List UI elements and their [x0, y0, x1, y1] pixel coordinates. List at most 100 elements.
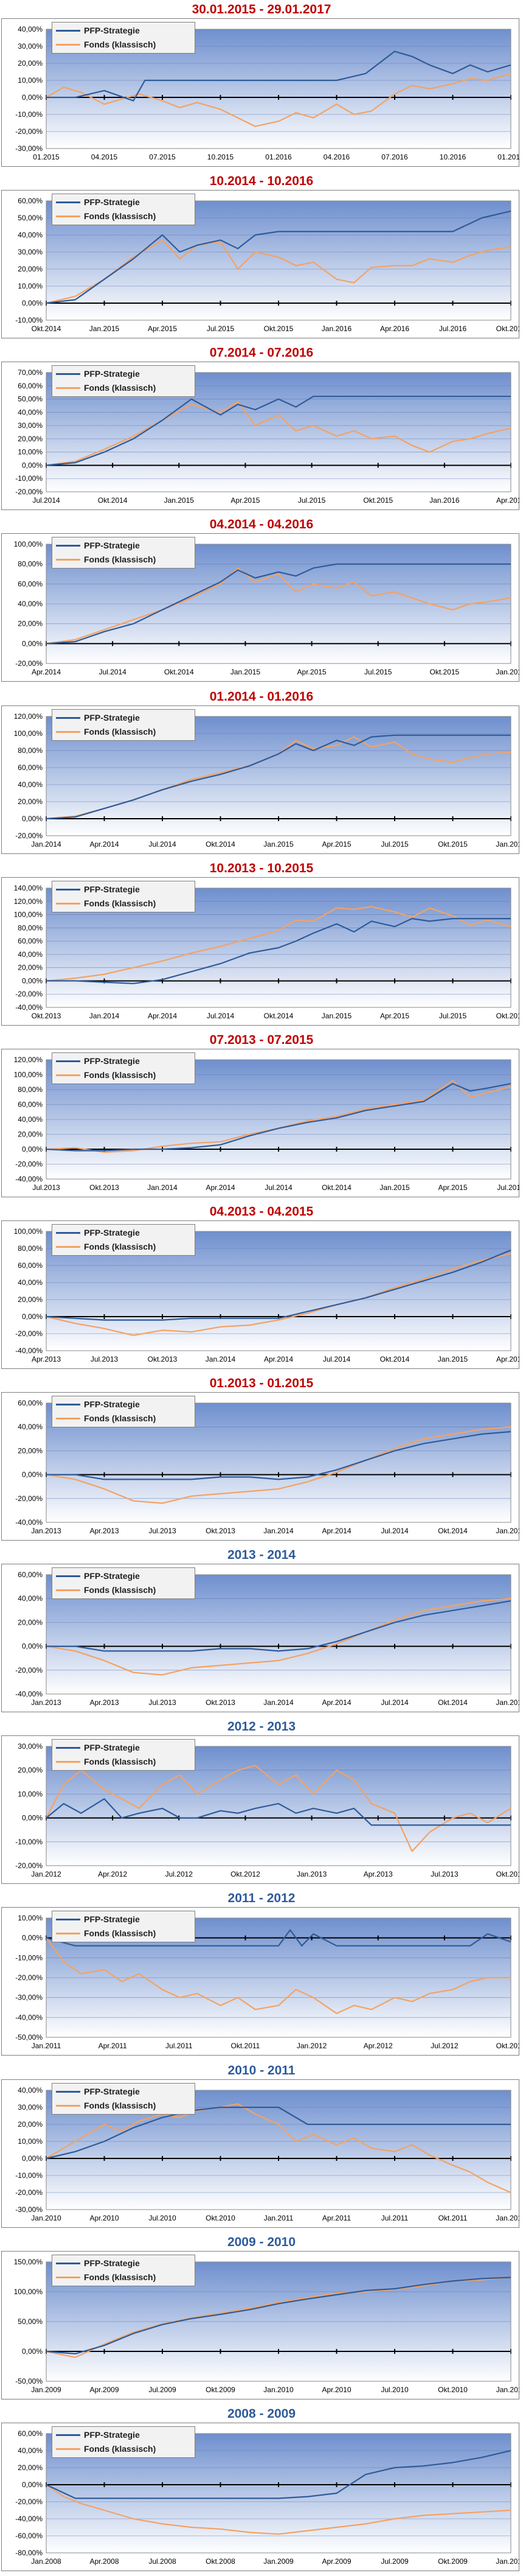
chart-title: 2010 - 2011 — [227, 2063, 296, 2077]
plot-border — [46, 716, 511, 836]
y-tick-label: 100,00% — [14, 1227, 43, 1236]
plot-border — [46, 1746, 511, 1866]
legend-label: PFP-Strategie — [84, 2087, 140, 2096]
x-tick-label: Apr.2014 — [322, 1698, 351, 1707]
legend-item-fund: Fonds (klassisch) — [52, 2099, 196, 2112]
series-line-strategy — [46, 396, 511, 466]
y-tick-label: 0,00% — [22, 1312, 43, 1321]
x-tick-label: Apr.2016 — [496, 496, 519, 505]
x-tick-label: Okt.2014 — [438, 1698, 468, 1707]
x-tick-label: Jan.2012 — [31, 1870, 61, 1878]
chart-title: 07.2013 - 07.2015 — [209, 1033, 314, 1047]
legend: PFP-Strategie Fonds (klassisch) — [52, 365, 195, 397]
y-tick-label: 40,00% — [18, 780, 43, 789]
legend-swatch — [56, 2091, 80, 2093]
series-line-fund — [46, 1426, 511, 1504]
legend-item-strategy: PFP-Strategie — [52, 883, 196, 895]
y-tick-label: 20,00% — [18, 1618, 43, 1626]
x-tick-label: Jul.2013 — [148, 1527, 176, 1535]
y-tick-label: 0,00% — [22, 299, 43, 307]
x-tick-label: Okt.2013 — [32, 1012, 61, 1020]
legend-swatch — [56, 2277, 80, 2278]
y-tick-label: 100,00% — [14, 911, 43, 919]
y-tick-label: 0,00% — [22, 461, 43, 469]
legend-label: PFP-Strategie — [84, 1399, 140, 1409]
x-tick-label: Apr.2009 — [89, 2385, 119, 2394]
x-tick-label: Apr.2015 — [380, 1012, 409, 1020]
y-tick-label: -50,00% — [15, 2033, 43, 2042]
legend: PFP-Strategie Fonds (klassisch) — [52, 709, 195, 741]
x-tick-label: Jan.2015 — [379, 1183, 410, 1192]
x-tick-label: Okt.2011 — [438, 2214, 468, 2222]
y-tick-label: 20,00% — [18, 1295, 43, 1304]
y-tick-label: 50,00% — [18, 214, 43, 222]
legend-swatch — [56, 1575, 80, 1577]
legend-swatch — [56, 30, 80, 32]
series-line-fund — [46, 1598, 511, 1676]
y-tick-label: 30,00% — [18, 421, 43, 430]
legend-swatch — [56, 889, 80, 891]
y-tick-label: 100,00% — [14, 1071, 43, 1079]
x-tick-label: Jan.2012 — [297, 2042, 327, 2050]
legend-label: Fonds (klassisch) — [84, 1070, 156, 1080]
y-tick-label: 20,00% — [18, 797, 43, 806]
y-tick-label: 10,00% — [18, 282, 43, 290]
y-tick-label: 60,00% — [18, 1101, 43, 1109]
y-tick-label: 80,00% — [18, 1244, 43, 1253]
x-tick-label: Jan.2010 — [263, 2385, 294, 2394]
x-tick-label: Okt.2012 — [496, 2042, 519, 2050]
series-line-fund — [46, 2277, 511, 2358]
y-tick-label: 40,00% — [18, 25, 43, 33]
x-tick-label: Jan.2012 — [496, 2214, 519, 2222]
y-tick-label: -30,00% — [15, 144, 43, 153]
y-tick-label: 30,00% — [18, 248, 43, 256]
series-line-fund — [46, 1253, 511, 1336]
legend: PFP-Strategie Fonds (klassisch) — [52, 537, 195, 569]
y-tick-label: 0,00% — [22, 2347, 43, 2356]
y-tick-label: 80,00% — [18, 1085, 43, 1094]
legend-label: PFP-Strategie — [84, 369, 140, 379]
x-tick-label: Jan.2015 — [89, 324, 120, 333]
legend-item-strategy: PFP-Strategie — [52, 539, 196, 551]
x-tick-label: 01.2016 — [265, 153, 292, 161]
x-tick-label: Okt.2013 — [206, 1527, 235, 1535]
y-tick-label: 0,00% — [22, 2154, 43, 2163]
y-tick-label: 20,00% — [18, 964, 43, 972]
x-tick-label: Jan.2011 — [496, 2385, 519, 2394]
legend-item-strategy: PFP-Strategie — [52, 1227, 196, 1239]
y-tick-label: 0,00% — [22, 1471, 43, 1479]
y-tick-label: -20,00% — [15, 659, 43, 668]
chart-title: 2013 - 2014 — [227, 1548, 296, 1562]
y-tick-label: 120,00% — [14, 1055, 43, 1064]
y-tick-label: 60,00% — [18, 579, 43, 588]
legend-swatch — [56, 559, 80, 561]
x-tick-label: Jul.2014 — [32, 496, 60, 505]
x-tick-label: Okt.2015 — [264, 324, 294, 333]
x-tick-label: Apr.2015 — [438, 1183, 467, 1192]
x-tick-label: Jan.2014 — [263, 1527, 294, 1535]
series-line-strategy — [46, 2106, 511, 2160]
y-tick-label: -20,00% — [15, 990, 43, 998]
series-line-strategy — [46, 2449, 511, 2499]
legend-item-fund: Fonds (klassisch) — [52, 2271, 196, 2283]
legend-item-strategy: PFP-Strategie — [52, 1055, 196, 1067]
y-tick-label: -20,00% — [15, 1329, 43, 1338]
y-tick-label: 40,00% — [18, 1115, 43, 1124]
y-tick-label: -20,00% — [15, 1973, 43, 1982]
series-line-strategy — [46, 917, 511, 984]
legend-item-fund: Fonds (klassisch) — [52, 1412, 196, 1424]
chart-panel: 07.2013 - 07.2015 120,00% 100,00% 80,00% 60,… — [0, 1031, 523, 1202]
plot-border — [46, 372, 511, 492]
legend-label: Fonds (klassisch) — [84, 383, 156, 393]
chart-panel: 2010 - 2011 40,00% 30,00% 20,00% 10,00% 0,00%… — [0, 2061, 523, 2233]
plot-border — [46, 1231, 511, 1351]
x-tick-label: Okt.2014 — [438, 1527, 468, 1535]
series-line-strategy — [46, 563, 511, 645]
y-tick-label: 30,00% — [18, 2103, 43, 2112]
plot-border — [46, 1574, 511, 1695]
y-tick-label: 10,00% — [18, 76, 43, 85]
chart-title: 01.2013 - 01.2015 — [209, 1376, 314, 1390]
legend-item-strategy: PFP-Strategie — [52, 2085, 196, 2098]
x-tick-label: Apr.2016 — [380, 324, 409, 333]
x-tick-label: Okt.2014 — [380, 1355, 410, 1363]
